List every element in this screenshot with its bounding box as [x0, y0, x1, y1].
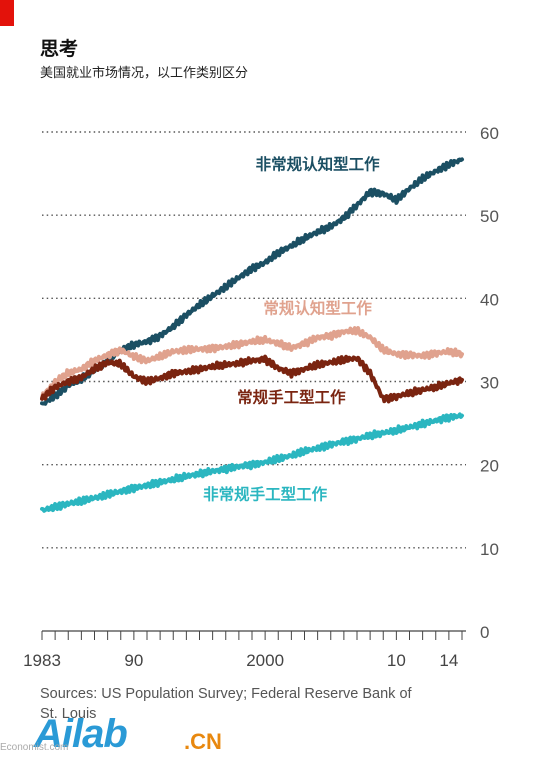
series-label-routine-cognitive: 常规认知型工作: [263, 298, 372, 317]
watermark-suffix: .CN: [184, 729, 222, 754]
y-tick-label: 30: [480, 374, 499, 393]
y-tick-label: 20: [480, 457, 499, 476]
series-line-routine-cognitive: [40, 326, 464, 401]
series-label-routine-manual: 常规手工型工作: [237, 387, 346, 406]
chart-title: 思考: [40, 38, 79, 60]
x-tick-label: 90: [124, 651, 143, 670]
watermark-credit: Economist.com: [0, 742, 69, 753]
watermark-brand: Ailab: [34, 712, 128, 756]
chart-subtitle: 美国就业市场情况，以工作类别区分: [40, 66, 249, 81]
series-label-non-routine-manual: 非常规手工型工作: [203, 485, 328, 504]
y-tick-label: 10: [480, 540, 499, 559]
x-tick-label: 10: [387, 651, 406, 670]
line-chart: 0 10 20 30 40 50 60 1983 90 2000 10 14 非常规认知型工作常规认知型…: [23, 124, 499, 670]
source-note: Sources: US Population Survey; Federal R…: [40, 686, 412, 722]
series-label-non-routine-cognitive: 非常规认知型工作: [256, 154, 381, 173]
y-tick-label: 0: [480, 623, 489, 642]
brand-accent-tag: [0, 0, 14, 26]
x-tick-label: 14: [439, 651, 458, 670]
x-tick-label: 1983: [23, 651, 61, 670]
y-tick-label: 40: [480, 290, 499, 309]
watermark-logo: Ailab .CN: [34, 712, 222, 757]
series-line-routine-manual: [40, 354, 464, 404]
y-tick-label: 60: [480, 124, 499, 143]
series-line-non-routine-manual: [40, 412, 464, 513]
y-tick-label: 50: [480, 207, 499, 226]
x-tick-label: 2000: [246, 651, 284, 670]
